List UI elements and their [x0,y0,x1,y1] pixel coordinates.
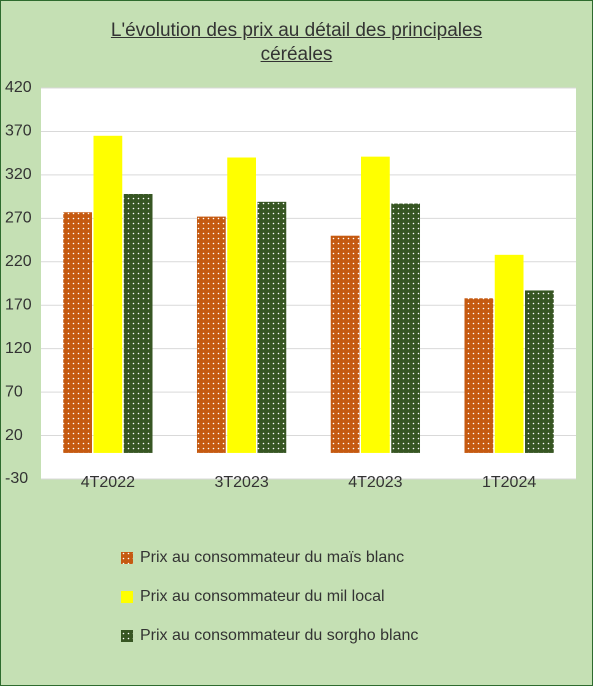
bar [391,203,421,453]
bar [196,216,226,453]
x-tick-label: 3T2023 [214,474,268,491]
bar [257,201,287,453]
chart-title: L'évolution des prix au détail des princ… [110,20,483,65]
legend-swatch [121,630,133,642]
y-tick-label: 20 [5,427,23,444]
bar [525,290,554,453]
bar [494,254,524,453]
y-tick-label: -30 [5,470,28,487]
x-tick-label: 4T2023 [348,474,402,491]
y-tick-label: 220 [5,253,32,270]
legend-swatch [121,552,133,564]
y-tick-label: 320 [5,166,32,183]
bar [63,212,92,453]
legend-label: Prix au consommateur du sorgho blanc [140,627,418,644]
bar [123,194,153,453]
y-tick-label: 170 [5,296,32,313]
y-tick-label: 370 [5,123,32,140]
y-tick-label: 270 [5,210,32,227]
x-tick-label: 4T2022 [81,474,135,491]
legend-label: Prix au consommateur du maïs blanc [140,549,404,566]
bar [464,298,494,453]
y-tick-label: 420 [5,79,32,96]
x-tick-label: 1T2024 [482,474,536,491]
bar [360,156,390,453]
legend-swatch [121,591,133,603]
bar [93,135,123,453]
bar [330,235,360,453]
bar [227,157,257,453]
y-tick-label: 70 [5,383,23,400]
legend-label: Prix au consommateur du mil local [140,588,385,605]
y-tick-label: 120 [5,340,32,357]
